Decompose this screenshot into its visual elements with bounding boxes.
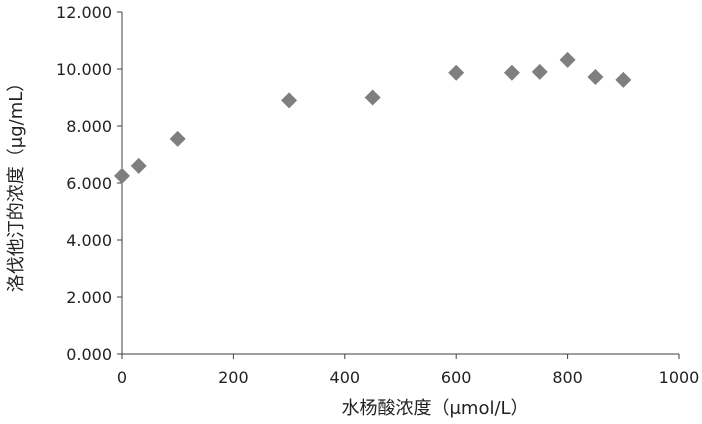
x-tick-label: 800 [552, 368, 583, 387]
y-tick-label: 0.000 [66, 345, 112, 364]
data-point [281, 92, 297, 108]
y-tick-label: 12.000 [56, 3, 112, 22]
x-axis-title: 水杨酸浓度（μmol/L） [341, 398, 528, 419]
x-tick-label: 400 [330, 368, 361, 387]
data-point [560, 52, 576, 68]
x-tick-label: 600 [441, 368, 472, 387]
data-point [615, 72, 631, 88]
data-point [365, 90, 381, 106]
axes [117, 12, 679, 359]
y-tick-label: 2.000 [66, 288, 112, 307]
y-tick-label: 4.000 [66, 231, 112, 250]
x-tick-label: 200 [218, 368, 249, 387]
y-tick-label: 10.000 [56, 60, 112, 79]
y-tick-label: 8.000 [66, 117, 112, 136]
data-point [114, 168, 130, 184]
data-point [587, 69, 603, 85]
data-point [170, 131, 186, 147]
data-point [448, 65, 464, 81]
data-point [131, 158, 147, 174]
data-point [532, 64, 548, 80]
tick-labels: 0.000 2.000 4.000 6.000 8.000 10.000 12.000 0 20… [56, 3, 699, 387]
x-tick-label: 0 [117, 368, 127, 387]
x-tick-label: 1000 [659, 368, 700, 387]
y-tick-label: 6.000 [66, 174, 112, 193]
y-axis-title: 洛伐他汀的浓度（μg/mL） [6, 74, 27, 293]
data-point [504, 65, 520, 81]
data-points [114, 52, 631, 184]
